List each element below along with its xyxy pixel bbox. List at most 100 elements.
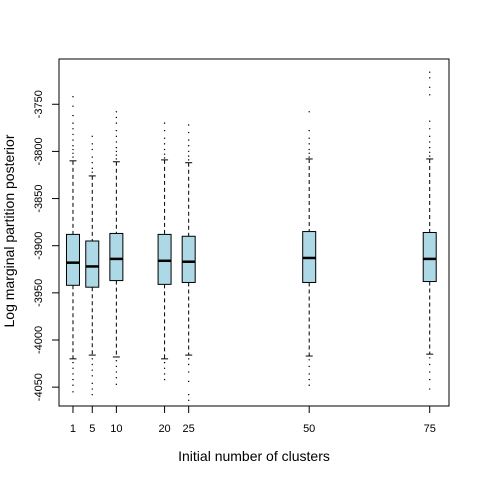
outlier-point [115, 122, 118, 124]
outlier-point [91, 167, 93, 170]
outlier-point [72, 367, 74, 369]
y-tick-label: -3750 [33, 90, 45, 118]
outlier-point [187, 139, 190, 141]
outlier-point [115, 116, 118, 119]
outlier-point [187, 380, 190, 383]
outlier-point [91, 148, 93, 151]
outlier-point [429, 146, 431, 149]
outlier-point [163, 373, 166, 375]
outlier-point [308, 129, 310, 132]
outlier-point [91, 171, 93, 173]
outlier-point [91, 363, 93, 366]
box-group [109, 111, 124, 386]
y-tick-label: -4050 [33, 373, 45, 401]
outlier-point [91, 135, 93, 138]
outlier-point [163, 148, 166, 151]
outlier-point [115, 111, 118, 113]
outlier-point [72, 139, 74, 141]
outlier-point [163, 361, 166, 364]
outlier-point [429, 71, 431, 73]
outlier-point [429, 77, 431, 79]
outlier-point [72, 391, 74, 393]
outlier-point [115, 154, 118, 156]
outlier-point [429, 120, 431, 122]
outlier-point [72, 152, 74, 154]
y-tick-label: -4000 [33, 326, 45, 354]
outlier-point [187, 393, 190, 396]
outlier-point [429, 155, 431, 157]
outlier-point [429, 86, 431, 88]
outlier-point [91, 162, 93, 164]
box-iqr [157, 233, 172, 285]
outlier-point [72, 156, 74, 158]
outlier-point [91, 143, 93, 145]
y-axis: -3750 -3800 -3850 -3900 -3950 -4000 -4050 [33, 90, 60, 401]
outlier-point [187, 131, 190, 134]
outlier-point [163, 157, 166, 159]
outlier-point [187, 124, 190, 126]
outlier-point [72, 378, 74, 381]
outlier-point [115, 129, 118, 132]
outlier-point [91, 388, 93, 390]
outlier-point [308, 137, 310, 139]
outlier-point [163, 143, 166, 145]
outlier-point [429, 363, 431, 366]
plot-frame [58, 58, 450, 407]
x-tick-label: 50 [303, 423, 315, 435]
outlier-point [91, 382, 93, 385]
outlier-point [72, 373, 74, 375]
y-axis-title: Log marginal partition posterior [1, 134, 17, 327]
outlier-point [163, 367, 166, 369]
x-tick-label: 1 [70, 423, 76, 435]
outlier-point [115, 150, 118, 153]
box-group [65, 96, 80, 393]
outlier-point [308, 373, 310, 375]
box-iqr [65, 233, 80, 286]
outlier-point [308, 384, 310, 386]
outlier-point [72, 133, 74, 136]
outlier-point [115, 383, 118, 386]
outlier-point [91, 156, 93, 158]
outlier-point [429, 141, 431, 143]
y-tick-label: -3850 [33, 184, 45, 212]
outlier-point [429, 151, 431, 154]
outlier-point [163, 129, 166, 132]
outlier-point [72, 148, 74, 151]
outlier-point [72, 96, 74, 98]
box-iqr [109, 232, 124, 282]
box-iqr [422, 232, 437, 283]
outlier-point [72, 145, 74, 147]
y-tick-label: -3800 [33, 137, 45, 165]
y-tick-label: -3950 [33, 279, 45, 307]
x-tick-label: 25 [183, 423, 195, 435]
outlier-point [115, 158, 118, 160]
outlier-point [429, 371, 431, 373]
boxes [65, 71, 437, 402]
outlier-point [308, 378, 310, 381]
outlier-point [72, 105, 74, 107]
box-group [422, 71, 437, 390]
outlier-point [187, 399, 190, 402]
box-iqr [181, 235, 196, 283]
outlier-point [187, 159, 190, 161]
outlier-point [72, 384, 74, 386]
outlier-point [429, 94, 431, 96]
outlier-point [115, 371, 118, 373]
outlier-point [91, 375, 93, 377]
outlier-point [115, 360, 118, 362]
outlier-point [187, 371, 190, 373]
outlier-point [308, 156, 310, 158]
outlier-point [429, 135, 431, 138]
outlier-point [72, 114, 74, 117]
outlier-point [429, 378, 431, 381]
box-group [181, 124, 196, 402]
outlier-point [163, 137, 166, 139]
outlier-point [308, 359, 310, 361]
outlier-point [72, 361, 74, 364]
outlier-point [115, 135, 118, 138]
x-axis-title: Initial number of clusters [178, 448, 330, 464]
outlier-point [187, 150, 190, 153]
outlier-point [115, 365, 118, 368]
outlier-point [429, 388, 431, 390]
outlier-point [163, 153, 166, 155]
